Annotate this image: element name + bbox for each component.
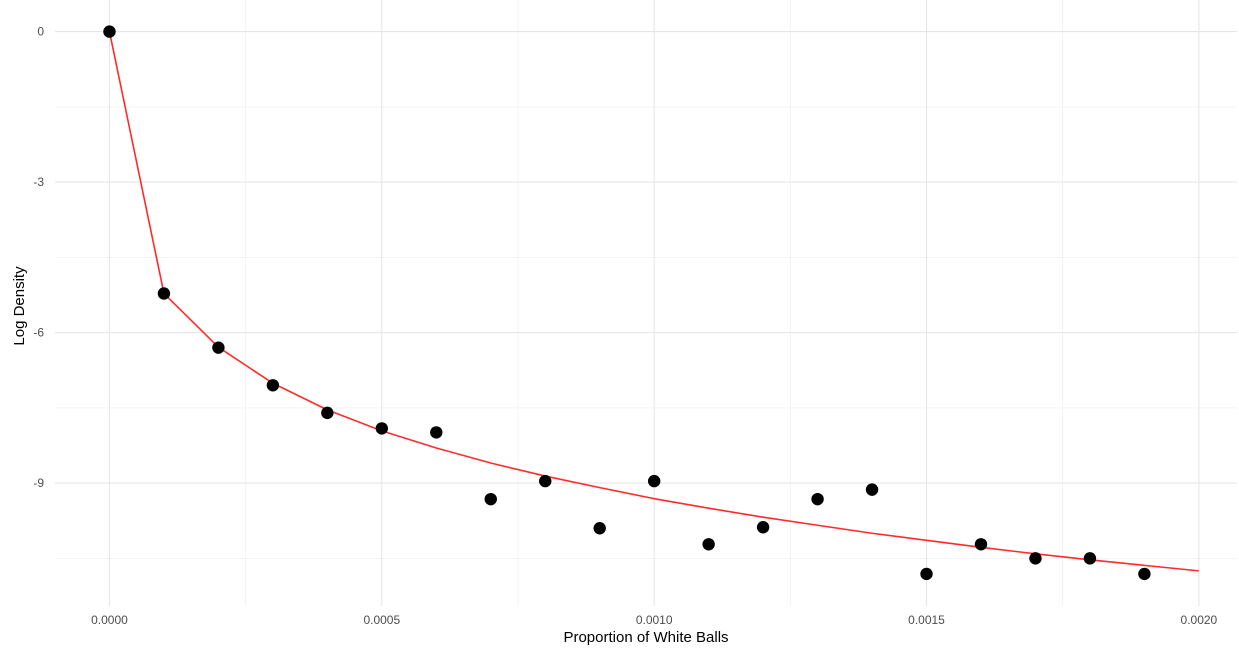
data-point: [484, 492, 497, 506]
data-point: [375, 422, 389, 435]
data-point: [756, 521, 770, 534]
x-tick-label: 0.0015: [908, 613, 945, 627]
x-tick-label: 0.0020: [1181, 613, 1218, 627]
data-point: [920, 567, 933, 581]
data-point: [811, 492, 824, 506]
data-point: [1029, 552, 1042, 565]
data-point: [157, 287, 171, 300]
data-point: [974, 538, 988, 551]
data-point: [266, 379, 280, 392]
y-tick-label: -3: [33, 175, 44, 189]
y-tick-label: -6: [33, 326, 44, 340]
y-axis-title: Log Density: [11, 266, 28, 346]
fitted-curve-line: [108, 31, 1199, 572]
data-point: [103, 25, 116, 38]
data-point: [593, 522, 606, 535]
data-point: [212, 341, 225, 354]
data-point: [321, 406, 334, 420]
major-gridlines: [55, 0, 1237, 606]
x-tick-label: 0.0000: [91, 613, 128, 627]
y-axis-tick-labels: 0 -3 -6 -9: [33, 25, 44, 490]
fitted-curve: [108, 31, 1199, 572]
minor-gridlines: [55, 0, 1237, 606]
data-point: [647, 474, 661, 488]
y-tick-label: -9: [33, 476, 44, 490]
x-axis-title: Proportion of White Balls: [563, 629, 728, 646]
y-tick-label: 0: [37, 25, 44, 39]
x-axis-tick-labels: 0.0000 0.0005 0.0010 0.0015 0.0020: [91, 613, 1217, 627]
data-point: [865, 483, 879, 496]
data-point: [539, 474, 552, 488]
data-point: [1083, 552, 1097, 565]
data-point: [430, 426, 443, 439]
data-point: [1138, 567, 1151, 581]
x-tick-label: 0.0010: [636, 613, 673, 627]
data-points: [103, 25, 1151, 581]
x-tick-label: 0.0005: [363, 613, 400, 627]
data-point: [702, 538, 715, 551]
